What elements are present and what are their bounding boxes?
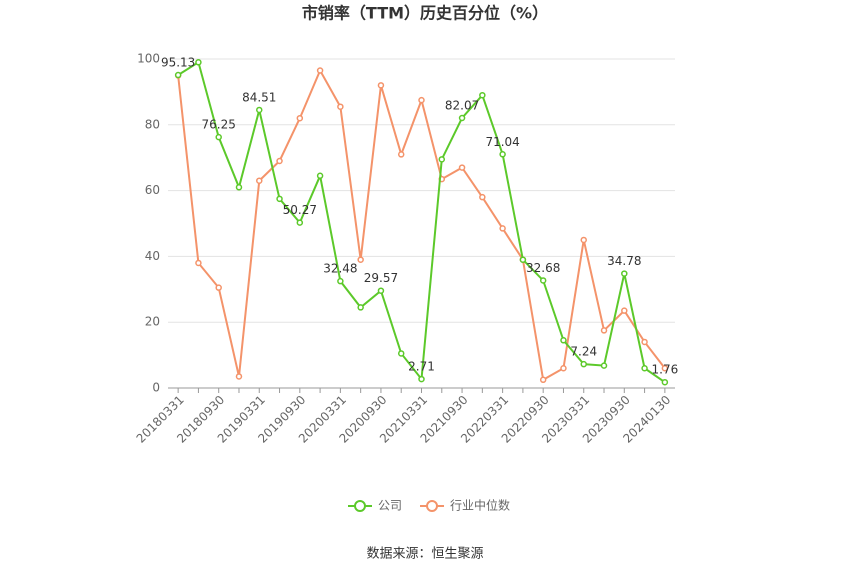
point [235, 184, 243, 191]
legend-marker [354, 500, 366, 512]
point [458, 114, 466, 122]
series-line [177, 60, 666, 384]
point [661, 365, 669, 372]
y-tick-label: 40 [145, 249, 160, 263]
legend-label: 行业中位数 [450, 498, 510, 513]
point [539, 277, 547, 284]
y-tick-label: 100 [137, 52, 160, 66]
point [580, 360, 587, 368]
point [174, 71, 182, 79]
point [621, 270, 628, 277]
point [499, 225, 506, 232]
value-label: 50.27 [283, 203, 317, 217]
value-label: 34.78 [607, 254, 641, 268]
y-tick-label: 80 [145, 117, 160, 131]
point [235, 373, 243, 380]
point [296, 219, 304, 226]
value-label: 2.71 [408, 360, 435, 374]
value-label: 32.68 [526, 261, 560, 275]
value-label: 7.24 [570, 345, 597, 359]
point [316, 172, 324, 180]
point [296, 114, 304, 122]
point [337, 103, 344, 110]
point [256, 106, 263, 114]
point [621, 307, 628, 314]
value-label: 82.07 [445, 98, 479, 112]
point [195, 259, 202, 267]
value-label: 84.51 [242, 90, 276, 104]
series-line [177, 68, 666, 382]
point [276, 157, 283, 165]
point [418, 96, 425, 104]
legend-label: 公司 [378, 499, 402, 513]
point [519, 256, 527, 263]
point [316, 67, 324, 74]
source: 数据来源：恒生聚源 [366, 547, 483, 562]
point [560, 337, 567, 344]
point [641, 338, 648, 346]
point [276, 195, 283, 203]
point [215, 284, 222, 291]
legend-marker [426, 500, 439, 512]
y-tick-label: 20 [145, 315, 160, 329]
value-label: 1.76 [652, 363, 679, 377]
point [641, 365, 648, 372]
point [256, 177, 263, 184]
point [560, 365, 567, 372]
point [357, 304, 364, 311]
chart-title: 市销率（TTM）历史百分位（%） [302, 4, 548, 23]
point [438, 156, 446, 163]
point [195, 59, 202, 66]
point [600, 362, 608, 369]
value-label: 76.25 [202, 118, 236, 132]
point [458, 164, 466, 171]
point [661, 378, 669, 386]
point [499, 151, 506, 158]
point [580, 236, 587, 244]
point [357, 256, 364, 263]
value-label: 95.13 [161, 56, 195, 70]
value-label: 71.04 [485, 135, 519, 149]
value-label: 29.57 [364, 271, 398, 285]
point [600, 327, 608, 334]
value-label: 32.48 [323, 262, 357, 276]
point [479, 193, 486, 201]
point [397, 151, 405, 158]
point [397, 350, 405, 357]
point [215, 133, 222, 141]
point [539, 376, 547, 384]
point [377, 287, 385, 294]
y-tick-label: 60 [145, 183, 160, 197]
point [418, 375, 425, 383]
point [337, 277, 344, 285]
point [377, 82, 385, 89]
y-tick-label: 0 [152, 381, 160, 395]
point [479, 91, 486, 99]
